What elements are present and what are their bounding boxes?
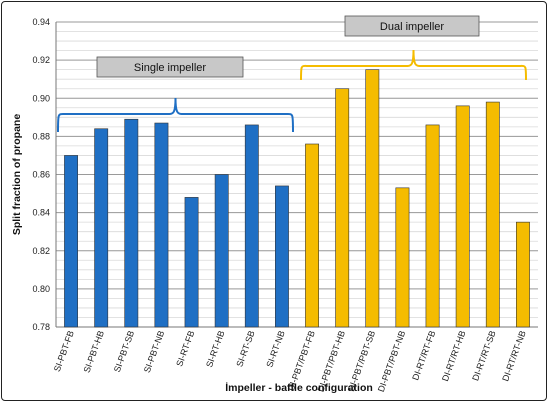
y-tick-label: 0.78: [32, 322, 50, 332]
y-tick-label: 0.88: [32, 131, 50, 141]
y-tick-label: 0.94: [32, 17, 50, 27]
x-tick-label: SI-PBT-FB: [52, 329, 76, 373]
bar-si-pbt-nb: [154, 122, 169, 328]
y-tick-label: 0.84: [32, 208, 50, 218]
bar-si-pbt-fb: [64, 155, 78, 328]
single-impeller-label-box: [96, 56, 244, 78]
bar-di-pbt-pbt-sb: [365, 69, 380, 328]
x-tick-label: DI-RT/RT-FB: [410, 329, 437, 381]
x-tick-label: SI-RT-SB: [234, 329, 256, 368]
x-tick-label: DI-PBT/PBT-NB: [376, 329, 407, 393]
y-tick-label: 0.86: [32, 170, 50, 180]
single-impeller-brace: [57, 97, 294, 133]
dual-impeller-brace: [300, 49, 527, 81]
bar-si-rt-sb: [244, 124, 259, 328]
x-tick-label: DI-RT/RT-SB: [470, 329, 497, 382]
bar-si-pbt-sb: [124, 118, 139, 328]
bar-si-rt-fb: [184, 197, 199, 328]
y-tick-label: 0.80: [32, 284, 50, 294]
y-tick-label: 0.82: [32, 246, 50, 256]
bar-di-rt-rt-nb: [516, 221, 530, 328]
bar-di-pbt-pbt-hb: [335, 88, 350, 328]
dual-impeller-label: Dual impeller: [380, 21, 445, 33]
bar-di-rt-rt-sb: [485, 101, 500, 328]
x-tick-label: SI-PBT-NB: [142, 329, 166, 374]
y-tick-label: 0.92: [32, 55, 50, 65]
x-tick-label: SI-PBT-HB: [82, 329, 106, 374]
bar-si-pbt-hb: [94, 128, 109, 328]
bar-si-rt-nb: [275, 185, 289, 328]
x-axis-title: İmpeller - baffle configuration: [225, 381, 373, 394]
bar-di-pbt-pbt-fb: [305, 143, 319, 328]
dual-impeller-label-box: [344, 15, 480, 37]
bar-di-rt-rt-hb: [455, 105, 470, 328]
y-tick-label: 0.90: [32, 93, 50, 103]
x-tick-label: SI-RT-FB: [174, 329, 196, 368]
x-tick-label: DI-RT/RT-NB: [500, 329, 528, 382]
x-tick-label: SI-PBT-SB: [112, 329, 136, 373]
x-tick-label: SI-RT-NB: [264, 329, 287, 368]
x-tick-label: DI-RT/RT-HB: [440, 329, 468, 382]
bar-di-rt-rt-fb: [425, 124, 440, 328]
x-tick-label: SI-RT-HB: [204, 329, 227, 368]
bar-si-rt-hb: [214, 174, 229, 328]
y-axis-title: Split fraction of propane: [11, 114, 23, 235]
single-impeller-label: Single impeller: [134, 62, 206, 74]
bar-di-pbt-pbt-nb: [395, 187, 410, 328]
